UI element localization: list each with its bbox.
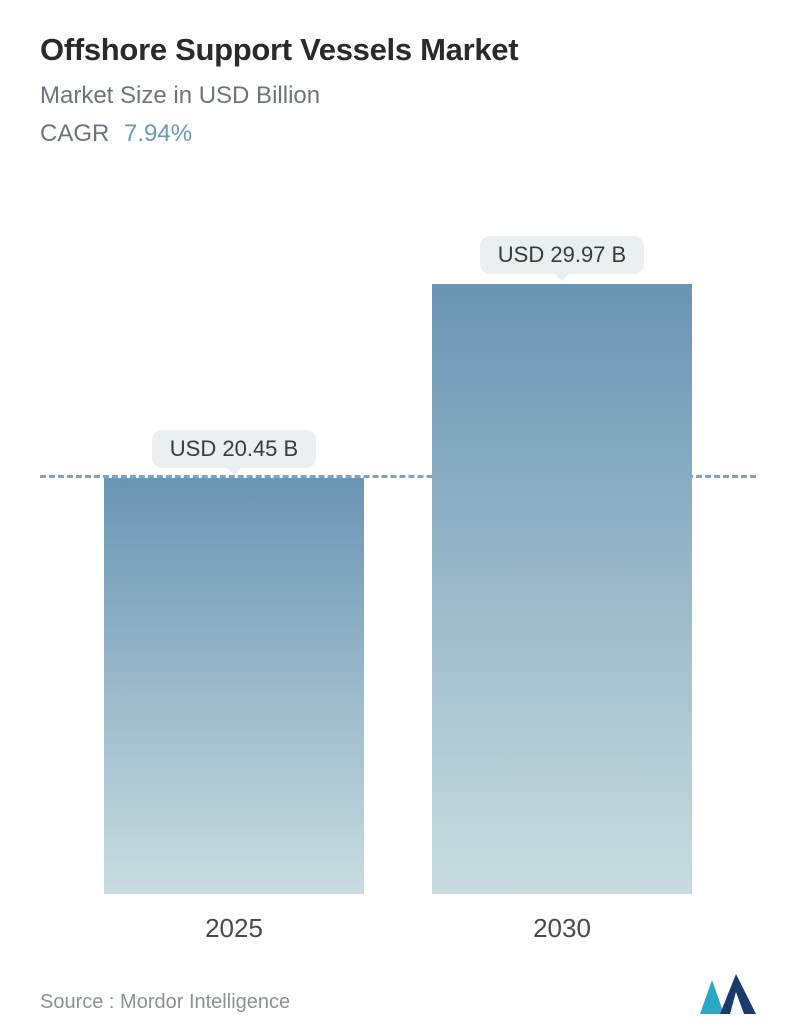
- x-axis-label: 2025: [104, 913, 364, 944]
- bar-group: USD 29.97 B: [432, 236, 692, 894]
- chart-title: Offshore Support Vessels Market: [40, 32, 756, 68]
- cagr-label: CAGR: [40, 120, 109, 147]
- bar: [432, 284, 692, 894]
- x-axis-label: 2030: [432, 913, 692, 944]
- x-axis: 2025 2030: [40, 913, 756, 944]
- chart-footer: Source : Mordor Intelligence: [40, 964, 756, 1014]
- cagr-value: 7.94%: [124, 120, 192, 147]
- chart-subtitle: Market Size in USD Billion: [40, 82, 756, 110]
- cagr-row: CAGR 7.94%: [40, 120, 756, 148]
- mordor-logo-icon: [700, 974, 756, 1014]
- bar-group: USD 20.45 B: [104, 430, 364, 894]
- chart-area: USD 20.45 B USD 29.97 B 2025 2030: [40, 188, 756, 964]
- bars-container: USD 20.45 B USD 29.97 B: [40, 224, 756, 894]
- value-badge: USD 29.97 B: [480, 236, 644, 274]
- source-text: Source : Mordor Intelligence: [40, 991, 290, 1014]
- bar: [104, 478, 364, 894]
- value-badge: USD 20.45 B: [152, 430, 316, 468]
